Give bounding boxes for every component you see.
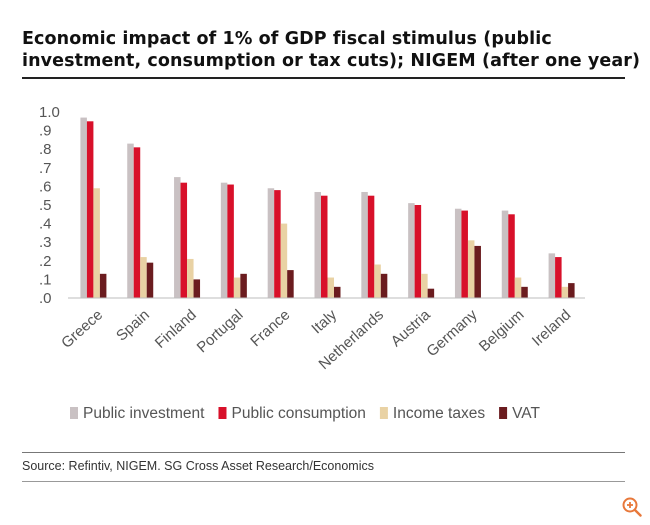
- y-tick-label: .8: [39, 141, 52, 158]
- y-tick-label: .1: [39, 271, 52, 288]
- legend: Public investment Public consumption Incom…: [70, 405, 540, 422]
- bar-vat: [287, 270, 294, 298]
- bar-public-investment: [501, 210, 509, 298]
- y-tick-label: .0: [39, 290, 52, 307]
- legend-swatch: [379, 407, 388, 419]
- bar-vat: [193, 279, 201, 298]
- legend-swatch: [499, 407, 508, 419]
- bar-income-taxes: [187, 258, 194, 298]
- zoom-in-icon[interactable]: [620, 495, 644, 519]
- bar-vat: [427, 288, 435, 298]
- x-tick-label: Spain: [113, 306, 153, 344]
- bar-public-consumption: [133, 147, 141, 298]
- bar-public-consumption: [367, 195, 375, 298]
- legend-label: Public investment: [83, 405, 205, 422]
- bar-public-investment: [220, 182, 228, 298]
- bar-chart: .0 .1.2 .3.4 .5 .6.7 .8.9 1.0 Greece SpainFinla…: [39, 104, 585, 422]
- x-tick-label: France: [247, 306, 293, 350]
- source-note: Source: Refintiv, NIGEM. SG Cross Asset …: [22, 459, 374, 473]
- bar-public-investment: [548, 253, 556, 298]
- bar-vat: [521, 286, 528, 298]
- x-tick-label: Belgium: [476, 306, 528, 355]
- y-tick-label: .9: [39, 123, 52, 140]
- bar-income-taxes: [280, 223, 288, 298]
- bar-income-taxes: [374, 264, 381, 298]
- x-tick-label: Germany: [423, 306, 481, 360]
- y-tick-label: 1.0: [39, 104, 60, 121]
- y-tick-label: .5: [39, 197, 52, 214]
- legend-label: VAT: [512, 405, 540, 422]
- legend-swatch: [70, 407, 78, 419]
- bar-public-consumption: [180, 182, 188, 298]
- y-tick-label: .4: [39, 216, 52, 233]
- chart-title: Economic impact of 1% of GDP fiscal stim…: [22, 28, 641, 72]
- bar-public-consumption: [321, 195, 328, 298]
- y-axis: .0 .1.2 .3.4 .5 .6.7 .8.9 1.0: [39, 104, 60, 307]
- bar-public-consumption: [461, 210, 468, 298]
- bar-public-consumption: [414, 205, 422, 298]
- bar-vat: [240, 273, 247, 298]
- legend-label: Income taxes: [393, 405, 485, 422]
- bar-vat: [380, 273, 388, 298]
- bar-income-taxes: [467, 240, 475, 298]
- bar-public-consumption: [555, 257, 562, 298]
- x-tick-label: Portugal: [194, 306, 247, 356]
- bar-income-taxes: [514, 277, 522, 298]
- title-divider: [22, 77, 625, 79]
- bar-public-consumption: [86, 121, 94, 298]
- y-tick-label: .7: [39, 160, 52, 177]
- y-tick-label: .2: [39, 253, 52, 270]
- bar-public-investment: [408, 203, 415, 298]
- bar-public-investment: [361, 191, 368, 298]
- chart-divider: [22, 452, 625, 453]
- source-divider: [22, 481, 625, 482]
- legend-swatch: [218, 407, 227, 419]
- x-tick-label: Greece: [58, 306, 106, 352]
- x-tick-label: Italy: [308, 306, 340, 337]
- bar-public-investment: [174, 177, 181, 298]
- bar-vat: [99, 273, 107, 298]
- bar-public-consumption: [274, 190, 281, 298]
- bar-vat: [474, 245, 481, 298]
- bars: [80, 117, 575, 298]
- bar-public-investment: [80, 117, 87, 298]
- bar-vat: [334, 286, 341, 298]
- legend-label: Public consumption: [231, 405, 365, 422]
- bar-public-consumption: [508, 214, 515, 298]
- bar-public-investment: [127, 143, 134, 298]
- bar-vat: [146, 262, 154, 298]
- bar-income-taxes: [561, 286, 569, 298]
- y-tick-label: .6: [39, 178, 52, 195]
- y-tick-label: .3: [39, 234, 52, 251]
- chart-title-line-1: Economic impact of 1% of GDP fiscal stim…: [22, 29, 552, 49]
- bar-vat: [568, 283, 575, 298]
- bar-income-taxes: [233, 277, 241, 298]
- bar-public-investment: [267, 188, 275, 298]
- bar-public-investment: [314, 191, 321, 298]
- x-tick-label: Ireland: [529, 306, 574, 349]
- bar-income-taxes: [421, 273, 428, 298]
- x-tick-label: Finland: [152, 306, 200, 352]
- bar-income-taxes: [327, 277, 334, 298]
- bar-public-consumption: [227, 184, 234, 298]
- bar-public-investment: [454, 208, 462, 298]
- bar-income-taxes: [140, 257, 147, 298]
- bar-income-taxes: [93, 188, 100, 298]
- chart-title-line-2: investment, consumption or tax cuts); NI…: [22, 51, 641, 71]
